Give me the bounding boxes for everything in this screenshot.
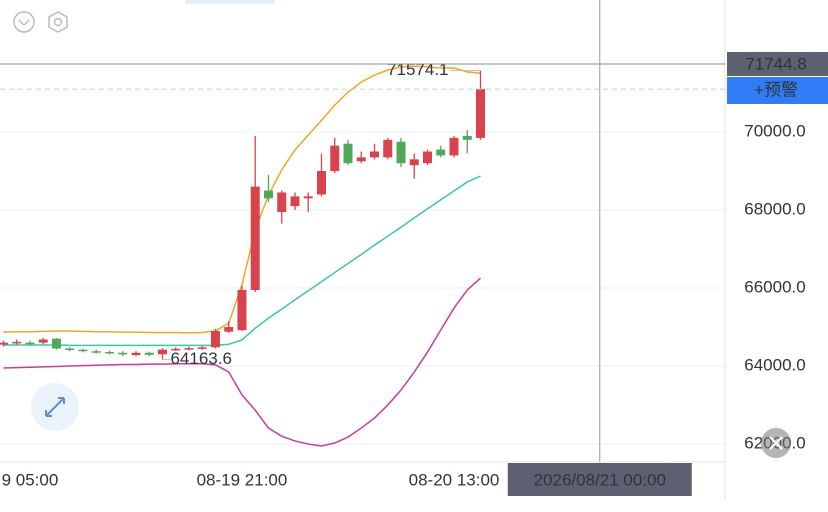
candle-body [316,171,326,195]
candle-body [197,347,207,349]
candle-body [356,157,366,162]
band-line [3,277,482,447]
candle-body [65,348,75,350]
candle-body [184,348,194,350]
y-tick-label: 68000.0 [744,200,805,219]
candle-body [449,137,459,156]
candle-body [224,327,234,332]
crosshair-label: 2026/08/21 00:00 [534,470,666,489]
candle-body [396,141,406,164]
candle-body [409,159,419,166]
candle-body [91,351,101,353]
scroll-button-icon [769,436,783,450]
top-tab [185,0,275,4]
candle-body [277,192,287,212]
candle-body [0,342,8,345]
candle-body [303,196,313,199]
price-label-box [727,51,828,76]
candle-body [104,352,114,354]
candle-body [144,352,154,355]
candle-body [250,186,260,290]
alert-button-label: +预警 [754,80,798,99]
band-line [3,65,481,334]
candle-body [369,151,379,158]
candle-body [436,149,446,156]
alert-button[interactable] [727,76,828,104]
candle-body [51,338,61,349]
x-tick-label: 08-20 13:00 [409,470,500,489]
candle-body [290,196,300,207]
candle-body [12,341,22,344]
min-annotation: 64163.6 [170,349,231,368]
x-tick-label: 08-19 21:00 [197,470,288,489]
y-tick-label: 64000.0 [744,356,805,375]
candle-body [210,330,220,348]
settings-icon-center [53,17,63,27]
candle-body [330,145,340,172]
candle-body [383,139,393,158]
candle-body [476,89,486,138]
candle-body [131,352,141,356]
candle-body [171,348,181,351]
candle-body [157,349,167,355]
crosshair-label-box [507,463,692,496]
settings-icon[interactable] [48,11,68,33]
candle-body [237,289,247,331]
expand-icon [45,397,65,417]
candle-body [343,143,353,164]
collapse-icon-arrow [18,19,30,27]
candle-body [38,339,48,343]
candle-body [462,135,472,140]
y-tick-label: 66000.0 [744,278,805,297]
candle-body [263,190,273,199]
price-label: 71744.8 [745,54,806,73]
x-tick-label: 9 05:00 [2,470,59,489]
candle-body [25,342,35,345]
candle-body [118,352,128,355]
plot-area [0,65,725,447]
max-annotation: 71574.1 [387,60,448,79]
collapse-icon[interactable] [13,11,35,33]
candle-body [422,151,432,164]
band-line [3,175,481,347]
candle-body [78,349,88,352]
y-tick-label: 70000.0 [744,122,805,141]
